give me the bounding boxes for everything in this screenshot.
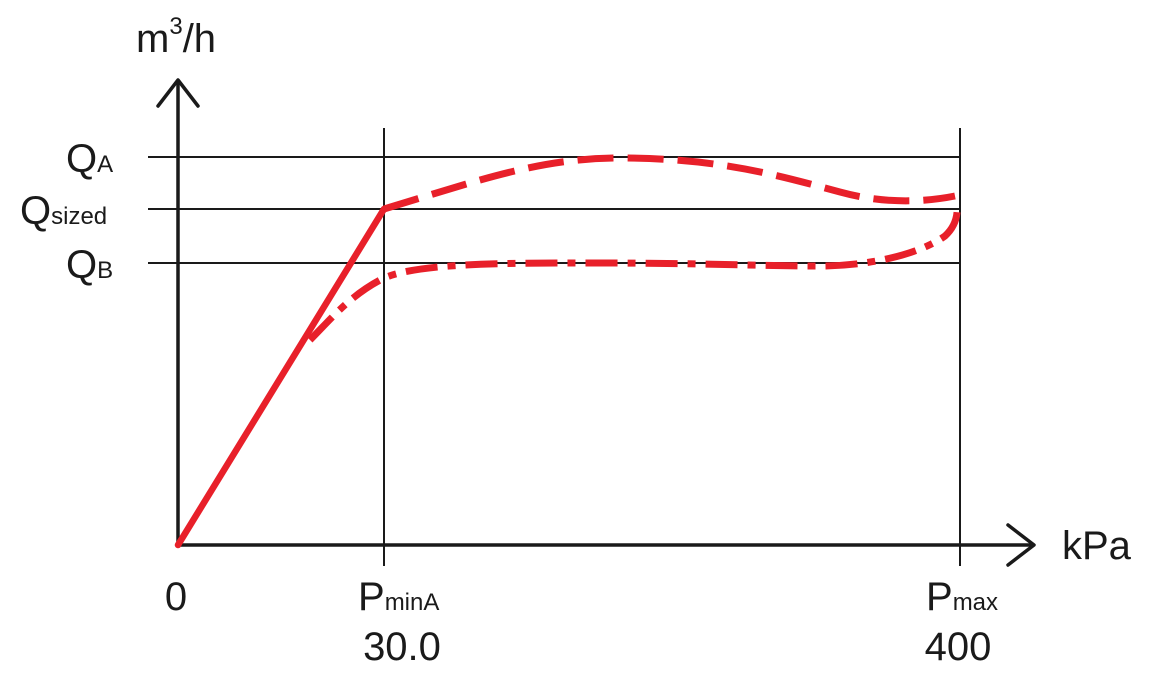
x-axis-arrow [1006, 523, 1036, 567]
upper-dashed-curve [382, 154, 956, 213]
qa-label: QA [66, 137, 113, 181]
pmax-value: 400 [925, 625, 992, 669]
y-axis-arrow [156, 78, 200, 108]
qsized-label: Qsized [20, 189, 107, 233]
flow-curves [174, 154, 961, 549]
pmin-label: PminA [358, 575, 439, 619]
solid-ramp-curve [174, 205, 388, 549]
x-axis-unit: kPa [1062, 524, 1132, 568]
origin-label: 0 [165, 575, 187, 619]
lower-dashdot-curve [307, 203, 961, 343]
y-axis-unit: m3/h [136, 13, 216, 61]
pmin-value: 30.0 [363, 625, 441, 669]
qb-label: QB [66, 243, 113, 287]
pmax-label: Pmax [926, 575, 998, 619]
